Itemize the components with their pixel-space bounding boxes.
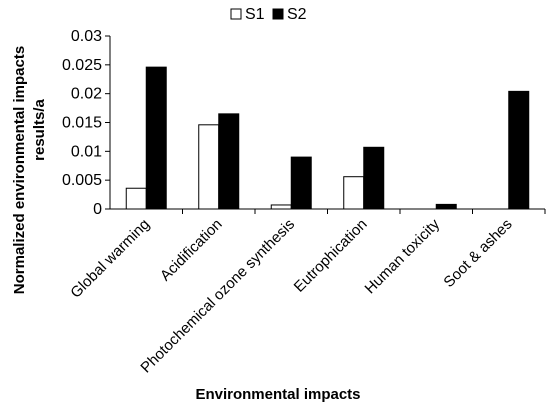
x-tick-label: Eutrophication [291,216,371,296]
bar-s1 [343,176,365,210]
y-axis-title-line-1: Normalized environmental impacts [11,46,28,294]
x-tick-label: Soot & ashes [440,216,515,291]
y-tick-label: 0.025 [62,57,102,74]
x-tick-label: Photochemical ozone synthesis [137,216,298,377]
bar-s2 [290,156,312,210]
bar-s2 [508,90,530,210]
y-tick-label: 0.015 [62,115,102,132]
bar-s2 [218,113,240,210]
legend-swatch-s1 [230,8,242,20]
bar-s2 [435,203,457,210]
bar-s1 [125,187,147,210]
legend-label-s2: S2 [287,6,307,23]
x-tick-label: Acidification [157,216,226,285]
y-tick-label: 0.03 [71,28,102,45]
bar-s1 [198,124,220,210]
legend-label-s1: S1 [245,6,265,23]
x-axis-title: Environmental impacts [195,386,360,403]
x-tick-label: Global warming [67,216,153,302]
legend: S1 S2 [230,6,307,23]
bar-s2 [145,66,167,210]
legend-swatch-s2 [272,8,284,20]
bar-s1 [270,204,292,210]
x-axis: Global warming AcidificationPhotochemical… [67,208,546,377]
y-tick-label: 0.02 [71,86,102,103]
bar-s2 [363,146,385,210]
y-axis-title-line-2: results/a [31,98,48,160]
y-axis: 0 0.005 0.01 0.015 0.02 0.025 0.03 [62,28,111,218]
y-tick-label: 0.01 [71,143,102,160]
bars [125,66,530,210]
x-tick-label: Human toxicity [361,215,443,297]
y-tick-label: 0 [93,201,102,218]
y-tick-label: 0.005 [62,172,102,189]
